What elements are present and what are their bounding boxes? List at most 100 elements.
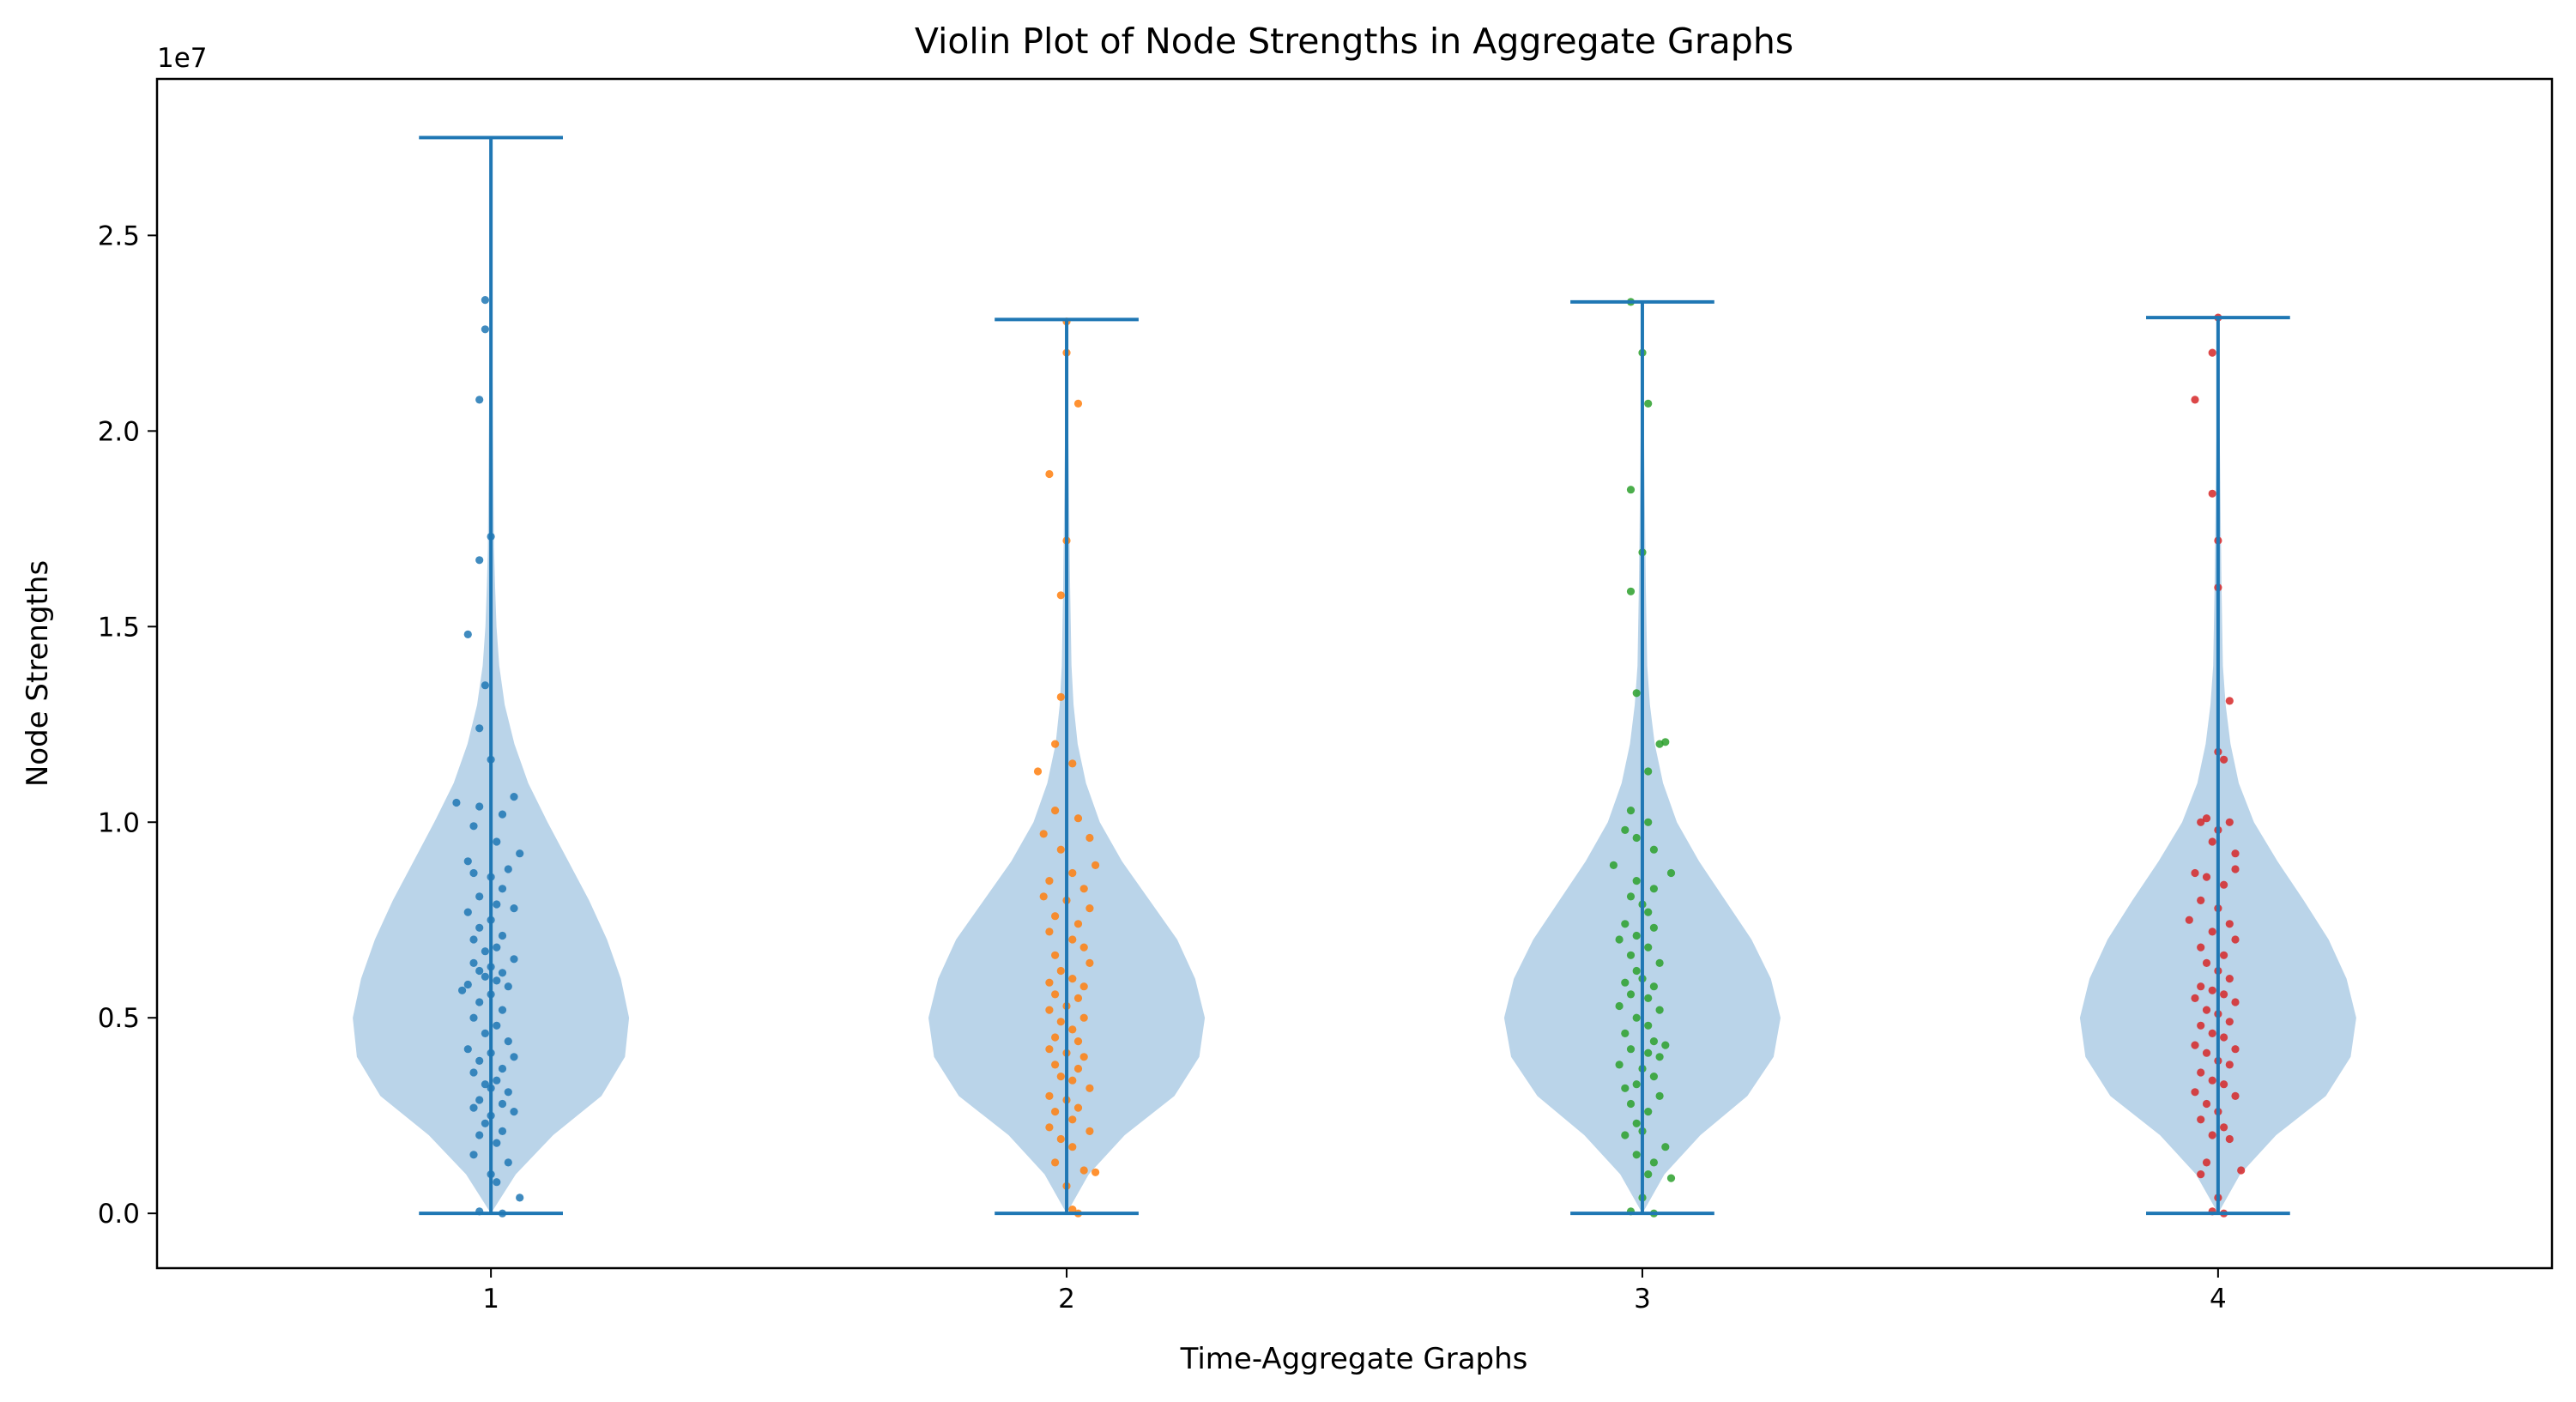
data-point-4-55 bbox=[2208, 1131, 2216, 1139]
data-point-1-34 bbox=[475, 966, 484, 976]
data-point-4-18 bbox=[2220, 880, 2228, 889]
data-point-2-14 bbox=[1056, 845, 1065, 854]
data-point-3-27 bbox=[1626, 951, 1636, 959]
min-max-lines-layer bbox=[419, 136, 2290, 1216]
data-point-1-18 bbox=[469, 868, 478, 878]
data-point-2-58 bbox=[1068, 1143, 1077, 1151]
y-offset-label: 1e7 bbox=[157, 43, 208, 74]
data-point-3-6 bbox=[1632, 689, 1641, 698]
data-point-1-12 bbox=[498, 810, 507, 819]
data-point-3-35 bbox=[1615, 1001, 1624, 1011]
y-tick-label: 0.0 bbox=[98, 1199, 140, 1230]
data-point-1-67 bbox=[469, 1151, 478, 1159]
data-point-4-1 bbox=[2208, 348, 2216, 357]
data-point-4-33 bbox=[2191, 994, 2199, 1002]
data-point-2-21 bbox=[1085, 904, 1094, 913]
data-point-1-2 bbox=[475, 396, 484, 404]
data-point-3-50 bbox=[1655, 1091, 1664, 1100]
data-point-4-11 bbox=[2225, 818, 2234, 826]
data-point-3-36 bbox=[1655, 1006, 1664, 1014]
data-point-1-51 bbox=[475, 1056, 484, 1065]
data-point-1-9 bbox=[452, 798, 461, 807]
data-point-4-26 bbox=[2220, 951, 2228, 959]
data-point-4-47 bbox=[2208, 1076, 2216, 1085]
data-point-4-13 bbox=[2208, 837, 2216, 846]
data-point-1-62 bbox=[510, 1108, 518, 1116]
data-point-4-32 bbox=[2220, 990, 2228, 999]
data-point-1-38 bbox=[463, 980, 472, 989]
data-point-3-17 bbox=[1632, 877, 1641, 885]
data-point-4-50 bbox=[2231, 1091, 2240, 1100]
data-point-3-8 bbox=[1661, 738, 1670, 746]
data-point-2-47 bbox=[1056, 1073, 1065, 1081]
data-point-3-57 bbox=[1632, 1151, 1641, 1159]
data-point-2-46 bbox=[1073, 1064, 1083, 1073]
data-point-3-26 bbox=[1644, 943, 1653, 952]
data-point-2-9 bbox=[1068, 759, 1077, 768]
data-point-2-39 bbox=[1068, 1025, 1077, 1034]
y-tick-label: 2.0 bbox=[98, 416, 140, 447]
data-point-2-49 bbox=[1085, 1084, 1094, 1092]
data-point-4-41 bbox=[2191, 1041, 2199, 1049]
data-point-4-35 bbox=[2202, 1006, 2211, 1014]
data-point-3-60 bbox=[1666, 1174, 1676, 1182]
data-point-4-53 bbox=[2197, 1115, 2205, 1124]
data-point-3-15 bbox=[1609, 861, 1618, 870]
data-point-1-29 bbox=[493, 943, 501, 952]
data-point-3-16 bbox=[1666, 868, 1676, 878]
data-point-1-53 bbox=[469, 1068, 478, 1077]
data-point-3-45 bbox=[1615, 1061, 1624, 1069]
data-point-2-48 bbox=[1068, 1076, 1077, 1085]
data-point-3-2 bbox=[1644, 399, 1653, 408]
data-point-2-33 bbox=[1051, 990, 1060, 999]
data-point-1-11 bbox=[475, 802, 484, 811]
data-point-4-54 bbox=[2220, 1123, 2228, 1132]
y-tick-label: 1.0 bbox=[98, 807, 140, 838]
data-point-3-31 bbox=[1621, 978, 1630, 987]
x-axis-title: Time-Aggregate Graphs bbox=[1180, 1342, 1528, 1376]
data-point-3-33 bbox=[1626, 990, 1636, 999]
data-point-1-44 bbox=[469, 1013, 478, 1022]
plot-frame bbox=[155, 77, 2554, 1270]
x-axis: 1 2 3 4 bbox=[482, 1268, 2227, 1314]
data-point-4-29 bbox=[2225, 975, 2234, 983]
data-point-3-53 bbox=[1632, 1119, 1641, 1127]
data-point-3-59 bbox=[1644, 1170, 1653, 1179]
data-point-1-37 bbox=[493, 976, 501, 985]
data-point-2-28 bbox=[1085, 958, 1094, 967]
data-point-2-41 bbox=[1073, 1037, 1083, 1046]
data-point-1-57 bbox=[504, 1088, 512, 1097]
data-point-2-5 bbox=[1056, 591, 1065, 600]
data-point-2-27 bbox=[1051, 951, 1060, 959]
data-point-2-17 bbox=[1045, 877, 1054, 885]
data-point-3-9 bbox=[1644, 767, 1653, 776]
data-point-4-17 bbox=[2202, 873, 2211, 881]
data-point-2-60 bbox=[1079, 1166, 1088, 1175]
data-point-2-59 bbox=[1051, 1158, 1060, 1167]
data-point-1-23 bbox=[510, 904, 518, 913]
data-point-2-42 bbox=[1045, 1045, 1054, 1054]
data-point-2-11 bbox=[1073, 814, 1083, 823]
data-point-1-48 bbox=[463, 1045, 472, 1054]
data-point-2-13 bbox=[1085, 833, 1094, 843]
data-point-1-35 bbox=[498, 969, 507, 977]
data-point-2-53 bbox=[1051, 1108, 1060, 1116]
data-point-3-43 bbox=[1644, 1048, 1653, 1057]
data-point-3-10 bbox=[1626, 807, 1636, 815]
data-point-2-56 bbox=[1085, 1127, 1094, 1135]
data-point-1-27 bbox=[498, 931, 507, 940]
data-point-3-44 bbox=[1655, 1053, 1664, 1061]
data-point-1-10 bbox=[510, 793, 518, 801]
data-point-1-43 bbox=[498, 1006, 507, 1014]
data-point-3-51 bbox=[1626, 1099, 1636, 1109]
data-point-2-57 bbox=[1056, 1134, 1065, 1144]
data-point-1-52 bbox=[498, 1064, 507, 1073]
x-tick-label: 3 bbox=[1634, 1284, 1651, 1314]
data-point-4-19 bbox=[2197, 896, 2205, 904]
data-point-1-59 bbox=[498, 1099, 507, 1109]
data-point-1-50 bbox=[510, 1053, 518, 1061]
data-point-4-8 bbox=[2220, 755, 2228, 764]
data-point-3-40 bbox=[1649, 1037, 1658, 1046]
data-point-2-25 bbox=[1068, 935, 1077, 944]
data-point-1-0 bbox=[481, 296, 490, 305]
